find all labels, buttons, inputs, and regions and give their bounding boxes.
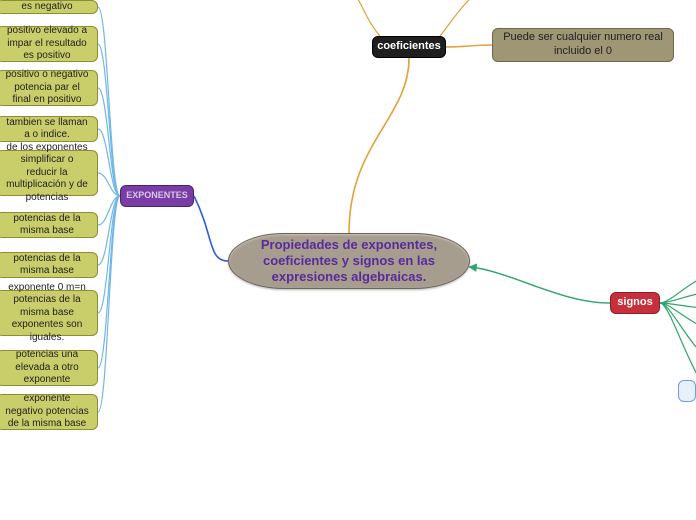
exp-child-5[interactable]: potencias de la misma base [0, 212, 98, 238]
exp-child-8[interactable]: potencias una elevada a otro exponente [0, 350, 98, 386]
exp-child-4[interactable]: de los exponentes simplificar o reducir … [0, 150, 98, 196]
central-topic[interactable]: Propiedades de exponentes, coeficientes … [228, 233, 470, 289]
signos-child-stub [678, 380, 696, 402]
exp-child-6[interactable]: potencias de la misma base [0, 252, 98, 278]
exp-child-0[interactable]: es negativo [0, 0, 98, 14]
exp-child-7[interactable]: exponente 0 m=n potencias de la misma ba… [0, 290, 98, 336]
branch-coeficientes[interactable]: coeficientes [372, 36, 446, 58]
exp-child-1[interactable]: positivo elevado a impar el resultado es… [0, 26, 98, 62]
exp-child-9[interactable]: exponente negativo potencias de la misma… [0, 394, 98, 430]
branch-signos[interactable]: signos [610, 292, 660, 314]
note-coeficientes: Puede ser cualquier numero real incluido… [492, 28, 674, 62]
mindmap-canvas: Propiedades de exponentes, coeficientes … [0, 0, 696, 520]
exp-child-2[interactable]: positivo o negativo potencia par el fina… [0, 70, 98, 106]
branch-exponentes[interactable]: EXPONENTES [120, 185, 194, 207]
exp-child-3[interactable]: tambien se llaman a o indice. [0, 116, 98, 142]
